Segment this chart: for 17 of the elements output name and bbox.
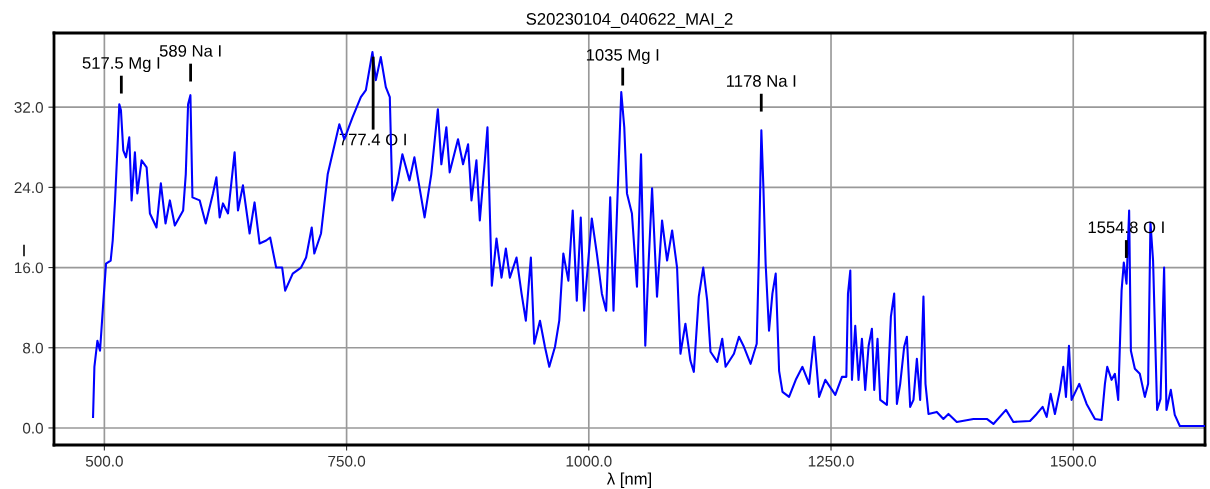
x-tick-label: 1500.0 xyxy=(1051,455,1096,467)
y-axis-title: I xyxy=(23,244,25,257)
chart-title: S20230104_040622_MAI_2 xyxy=(526,13,733,28)
annotation: 517.5 Mg I xyxy=(82,57,160,73)
x-tick-label: 1000.0 xyxy=(566,455,612,467)
x-tick-label: 750.0 xyxy=(328,455,366,467)
y-tick-label: 16.0 xyxy=(15,262,43,274)
x-tick-label: 1250.0 xyxy=(808,455,854,467)
y-tick-label: 24.0 xyxy=(14,182,43,194)
y-tick-label: 0.0 xyxy=(22,422,43,434)
annotation: 589 Na I xyxy=(159,44,221,57)
x-tick-label: 500.0 xyxy=(85,455,123,467)
annotation: 1178 Na I xyxy=(727,75,796,87)
x-axis-title: λ [nm] xyxy=(606,472,651,488)
annotation: 1035 Mg I xyxy=(586,48,659,65)
y-tick-label: 32.0 xyxy=(14,102,43,113)
y-tick-label: 8.0 xyxy=(23,342,43,354)
